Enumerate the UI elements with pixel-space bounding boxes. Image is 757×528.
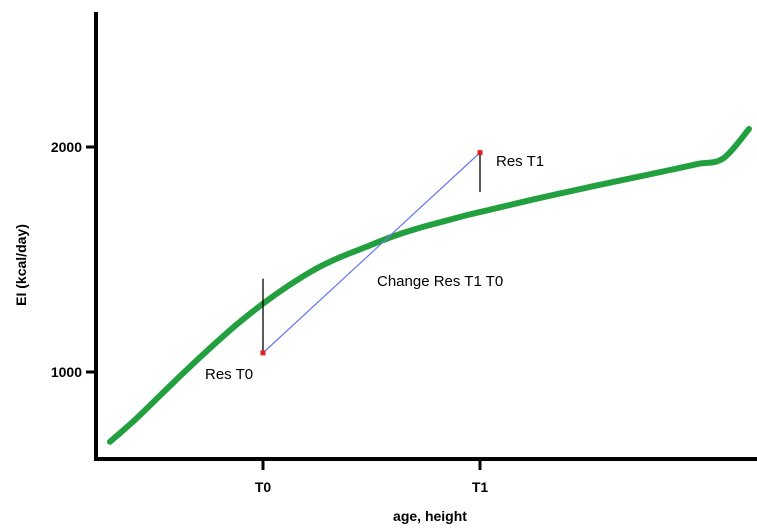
y-tick-label-2000: 2000	[51, 139, 82, 155]
growth-curve-line	[107, 126, 752, 445]
y-tick-label-1000: 1000	[51, 364, 82, 380]
change-line	[262, 152, 481, 354]
x-ticks: T0 T1	[255, 459, 489, 495]
x-tick-label-T1: T1	[472, 479, 489, 495]
y-ticks: 1000 2000	[51, 139, 96, 380]
x-tick-label-T0: T0	[255, 479, 272, 495]
annotations: Res T0 Res T1 Change Res T1 T0	[205, 150, 544, 383]
res-t1-label: Res T1	[496, 153, 544, 170]
y-axis-title: EI (kcal/day)	[13, 224, 29, 306]
res-t1-point	[477, 150, 483, 156]
res-t0-point	[260, 350, 266, 356]
change-label: Change Res T1 T0	[377, 273, 503, 290]
series	[107, 126, 752, 445]
x-axis-title: age, height	[393, 508, 467, 524]
res-t0-label: Res T0	[205, 366, 253, 383]
